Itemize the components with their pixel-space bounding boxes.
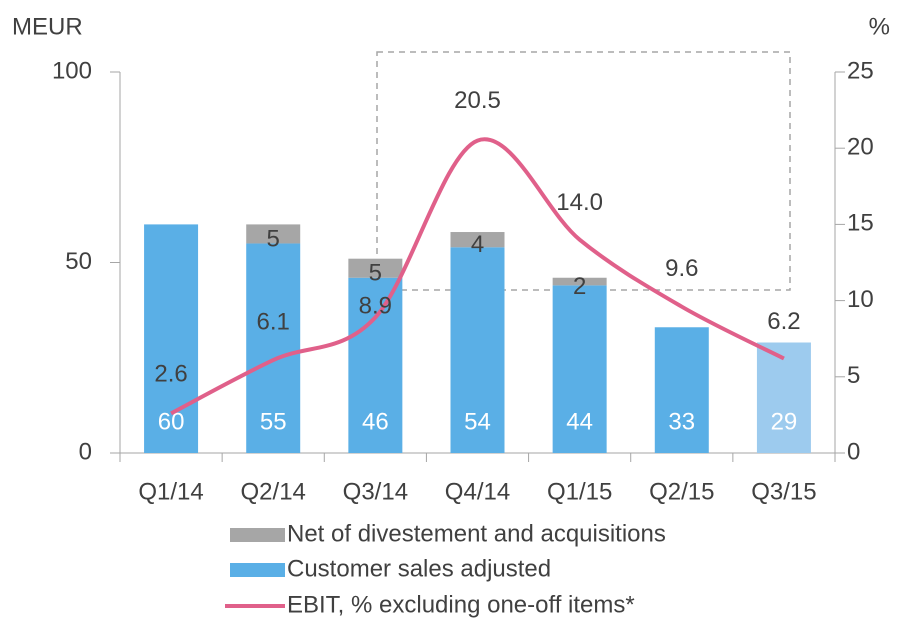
bar xyxy=(552,285,607,453)
data-label: 29 xyxy=(771,408,798,435)
bar xyxy=(348,277,403,453)
data-label: 5 xyxy=(369,260,382,287)
legend-swatch xyxy=(230,528,285,542)
data-label: 2.6 xyxy=(154,361,187,388)
bar xyxy=(348,258,403,278)
legend-label: Customer sales adjusted xyxy=(287,555,551,582)
data-label: 44 xyxy=(566,408,593,435)
bar xyxy=(246,224,301,244)
data-label: 9.6 xyxy=(665,255,698,282)
bar xyxy=(144,224,199,453)
data-label: 6.1 xyxy=(257,308,290,335)
y-tick-label: 100 xyxy=(52,57,92,84)
x-tick-label: Q1/14 xyxy=(138,478,203,505)
x-tick-label: Q2/14 xyxy=(241,478,306,505)
bar xyxy=(450,247,505,453)
data-label: 20.5 xyxy=(454,87,501,114)
bar xyxy=(246,243,301,453)
bar xyxy=(450,232,505,248)
data-label: 4 xyxy=(471,231,484,258)
y2-tick-label: 10 xyxy=(847,286,874,313)
data-label: 6.2 xyxy=(767,308,800,335)
bar xyxy=(654,327,709,453)
data-label: 2 xyxy=(573,273,586,300)
y2-tick-label: 0 xyxy=(847,438,860,465)
y-tick-label: 50 xyxy=(65,248,92,275)
x-tick-label: Q4/14 xyxy=(445,478,510,505)
data-label: 8.9 xyxy=(359,293,392,320)
y-tick-label: 0 xyxy=(79,438,92,465)
data-label: 5 xyxy=(267,225,280,252)
y2-axis-title: % xyxy=(869,13,890,40)
x-tick-label: Q3/14 xyxy=(343,478,408,505)
legend-swatch xyxy=(230,563,285,577)
data-label: 55 xyxy=(260,408,287,435)
y2-tick-label: 15 xyxy=(847,210,874,237)
bar xyxy=(552,277,607,286)
x-tick-label: Q3/15 xyxy=(751,478,816,505)
legend-label: Net of divestement and acquisitions xyxy=(287,520,666,547)
x-tick-label: Q2/15 xyxy=(649,478,714,505)
y2-tick-label: 5 xyxy=(847,362,860,389)
data-label: 14.0 xyxy=(556,189,603,216)
y2-tick-label: 20 xyxy=(847,134,874,161)
bar xyxy=(756,342,811,453)
data-label: 33 xyxy=(668,408,695,435)
data-label: 54 xyxy=(464,408,491,435)
highlight-box xyxy=(376,51,791,291)
data-label: 46 xyxy=(362,408,389,435)
y-axis-title: MEUR xyxy=(12,13,83,40)
x-tick-label: Q1/15 xyxy=(547,478,612,505)
y2-tick-label: 25 xyxy=(847,57,874,84)
line xyxy=(170,137,785,416)
legend-label: EBIT, % excluding one-off items* xyxy=(287,591,635,618)
